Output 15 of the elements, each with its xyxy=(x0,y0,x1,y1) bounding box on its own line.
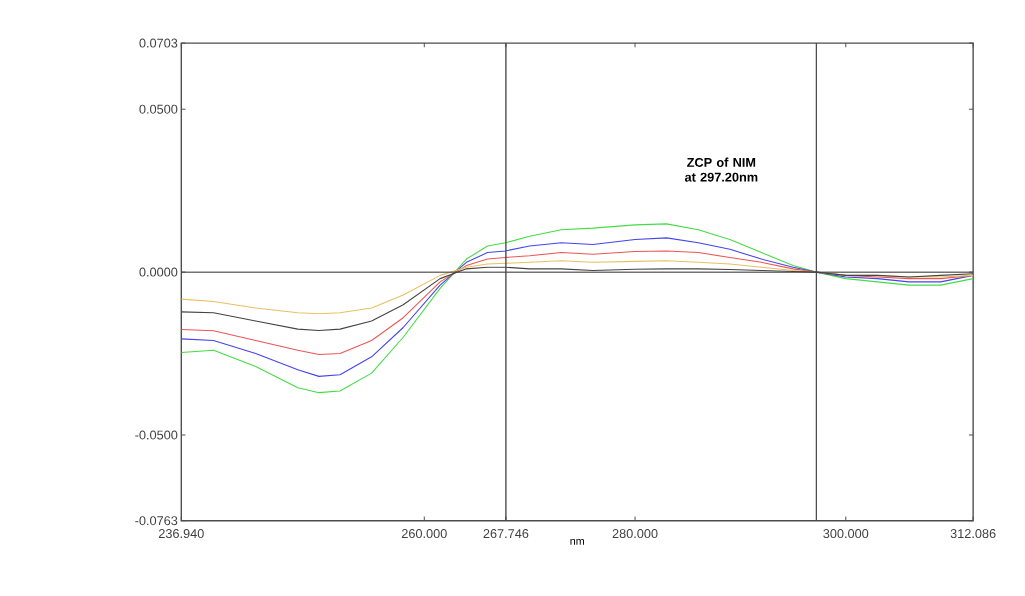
x-tick-label: 236.940 xyxy=(158,529,204,539)
x-axis-title: nm xyxy=(570,538,584,545)
y-tick-label: -0.0500 xyxy=(135,430,178,440)
y-tick-label: 0.0703 xyxy=(139,38,178,48)
line-series xyxy=(181,237,974,377)
x-tick-label: 260.000 xyxy=(401,529,447,539)
annotation: ZCP of NIM at 297.20nm xyxy=(684,157,758,182)
x-tick-label: 267.746 xyxy=(483,529,529,539)
y-tick-label: 0.0000 xyxy=(139,267,178,277)
x-tick-label: 300.000 xyxy=(823,529,869,539)
y-tick-label: -0.0763 xyxy=(135,516,178,526)
y-tick-label: 0.0500 xyxy=(139,104,178,114)
x-tick-label: 312.086 xyxy=(950,529,996,539)
x-tick-label: 280.000 xyxy=(612,529,658,539)
line-series xyxy=(181,223,974,394)
